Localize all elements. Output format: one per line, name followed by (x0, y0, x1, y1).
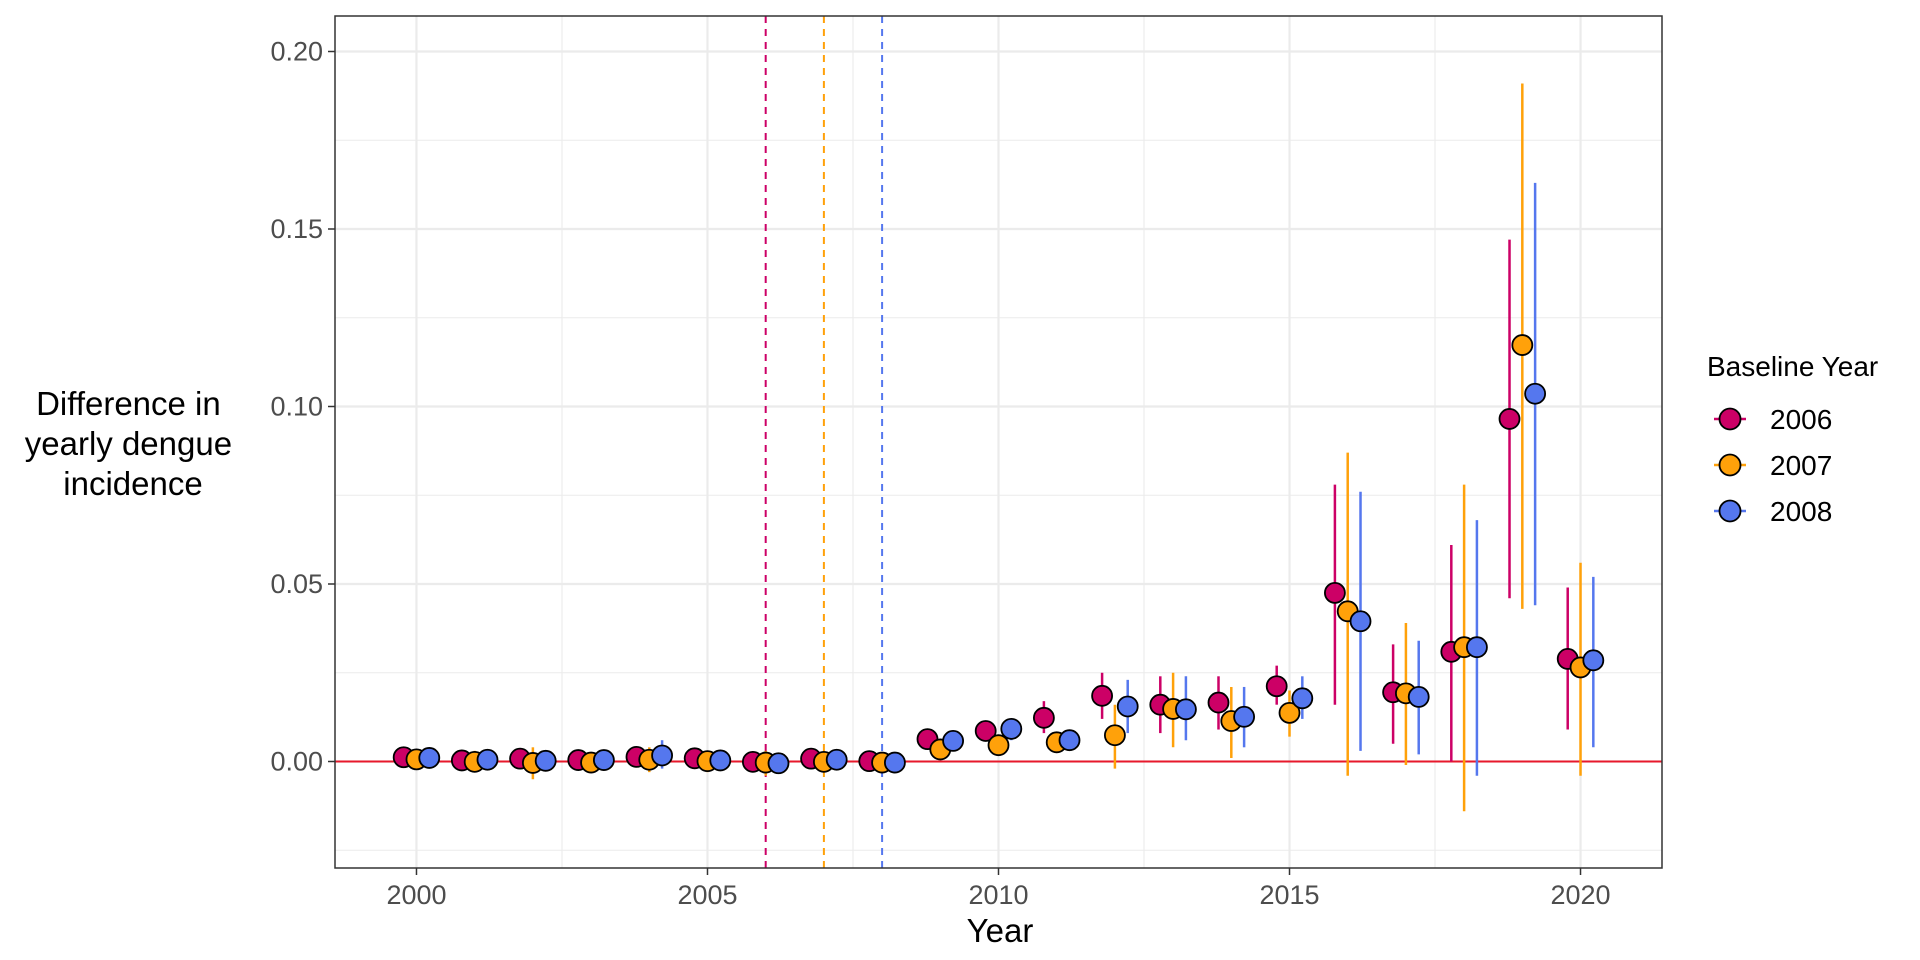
legend-key-point (1718, 453, 1742, 477)
data-point-2006 (974, 720, 997, 742)
y-tick-label: 0.15 (270, 214, 323, 244)
data-point-2008 (476, 748, 499, 771)
data-point-2008 (1058, 729, 1081, 752)
x-tick-label: 2000 (386, 880, 446, 910)
y-axis-title-line-1: Difference in (36, 385, 221, 422)
data-point-2008 (825, 748, 848, 771)
y-axis-title: Difference in yearly dengue incidence (25, 385, 242, 502)
y-tick-label: 0.20 (270, 37, 323, 67)
y-tick-label: 0.00 (270, 747, 323, 777)
data-point-2007 (1104, 724, 1126, 747)
data-point-2007 (1511, 334, 1534, 356)
data-point-2008 (1291, 687, 1314, 710)
y-axis-title-line-2: yearly dengue (25, 425, 232, 462)
legend-label: 2008 (1770, 496, 1832, 527)
data-point-2008 (534, 749, 557, 772)
legend-item-2007: 2007 (1714, 450, 1832, 481)
legend: Baseline Year 2006 2007 2008 (1707, 351, 1878, 527)
data-point-2008 (1233, 705, 1256, 728)
data-point-2008 (1000, 717, 1023, 740)
legend-key-point (1718, 407, 1742, 431)
x-tick-label: 2020 (1550, 880, 1610, 910)
data-point-2006 (1324, 581, 1346, 604)
data-point-2008 (767, 752, 790, 775)
data-points (392, 334, 1605, 775)
data-point-2008 (1524, 382, 1547, 405)
data-point-2007 (1278, 701, 1301, 724)
x-tick-label: 2010 (968, 880, 1028, 910)
data-point-2008 (942, 730, 965, 752)
y-tick-label: 0.10 (270, 392, 323, 422)
legend-title: Baseline Year (1707, 351, 1878, 382)
x-axis-title: Year (967, 912, 1034, 949)
x-tick-label: 2005 (677, 880, 737, 910)
data-point-2006 (1032, 706, 1055, 729)
data-point-2008 (1582, 649, 1605, 672)
data-point-2006 (1207, 691, 1230, 714)
x-axis-ticks: 2000 2005 2010 2015 2020 (386, 868, 1611, 910)
data-point-2008 (709, 749, 732, 772)
data-point-2008 (651, 744, 673, 767)
data-point-2008 (1466, 636, 1488, 659)
data-point-2008 (884, 751, 906, 774)
data-point-2008 (1116, 695, 1139, 718)
x-tick-label: 2015 (1259, 880, 1319, 910)
y-axis-title-line-3: incidence (63, 465, 202, 502)
legend-label: 2007 (1770, 450, 1832, 481)
data-point-2008 (1407, 685, 1430, 708)
legend-item-2008: 2008 (1714, 496, 1832, 527)
y-axis-ticks: 0.00 0.05 0.10 0.15 0.20 (270, 37, 335, 777)
legend-item-2006: 2006 (1714, 404, 1832, 435)
data-point-2008 (592, 749, 615, 771)
data-point-2007 (987, 734, 1010, 757)
data-point-2008 (1175, 698, 1197, 721)
data-point-2006 (1265, 675, 1288, 698)
baseline-year-lines (764, 16, 884, 868)
legend-label: 2006 (1770, 404, 1832, 435)
legend-key-point (1718, 499, 1742, 523)
data-point-2006 (1498, 408, 1521, 430)
data-point-2008 (1349, 610, 1372, 633)
data-point-2008 (418, 747, 441, 769)
y-tick-label: 0.05 (270, 569, 323, 599)
data-point-2006 (1091, 684, 1113, 707)
